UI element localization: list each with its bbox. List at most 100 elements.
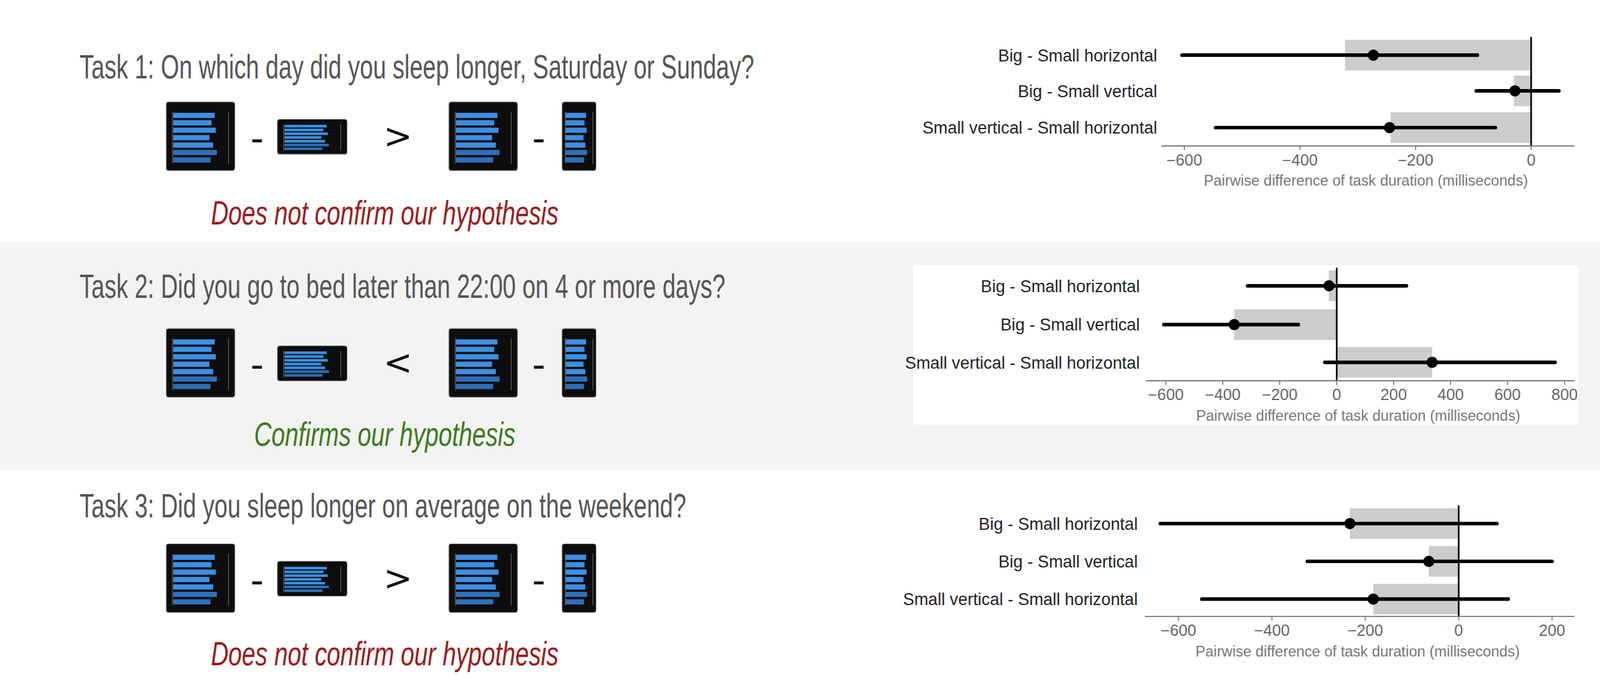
thumbnail-bar [284, 354, 324, 358]
thumbnail-axis [228, 337, 229, 390]
thumbnail-bar [565, 361, 584, 367]
tick-label: 0 [1526, 151, 1536, 169]
thumbnail-bar [284, 147, 323, 150]
x-axis [1161, 145, 1575, 147]
thumbnail-axis [172, 111, 174, 164]
thumbnail-axis [592, 111, 594, 164]
thumbnail-bar [455, 134, 493, 140]
tick-label: 800 [1551, 385, 1578, 404]
x-axis [1146, 379, 1575, 382]
thumbnail-bar [455, 376, 500, 382]
axis-label: Pairwise difference of task duration (mi… [1196, 407, 1521, 424]
thumbnail-bar [455, 149, 500, 155]
thumbnail-bar [284, 574, 328, 577]
thumbnail-axis [283, 124, 285, 151]
axis-label: Pairwise difference of task duration (mi… [1195, 643, 1520, 660]
thumbnail-bar [173, 120, 212, 126]
thumbnail-axis [172, 337, 174, 390]
thumbnail-bar [173, 599, 211, 605]
tick-label: 0 [1454, 621, 1464, 639]
hypothesis: Does not confirm our hypothesis [210, 194, 558, 232]
row-background [0, 470, 1600, 691]
category-label: Big - Small horizontal [980, 277, 1140, 296]
thumbnail-bar [173, 339, 215, 345]
task-row: Task 2: Did you go to bed later than 22:… [0, 242, 1600, 471]
thumbnail-bar [284, 128, 324, 132]
row-background [0, 0, 1600, 243]
thumbnail-bar [455, 584, 496, 590]
thumbnail [166, 328, 235, 397]
thumbnail-bar [173, 569, 216, 575]
thumbnail-axis [283, 351, 285, 378]
title-group: Task 3: Did you sleep longer on average … [79, 487, 686, 525]
thumbnail-axis [564, 337, 566, 390]
task-title: Task 2: Did you go to bed later than 22:… [79, 267, 726, 306]
tick [1222, 380, 1224, 385]
tick-label: −200 [1262, 385, 1298, 404]
tick [1530, 146, 1532, 151]
tick [1551, 616, 1553, 621]
thumbnail-axis [454, 553, 456, 606]
axis-label: Pairwise difference of task duration (mi… [1203, 172, 1528, 189]
operator: - [532, 343, 546, 387]
thumbnail-bar [284, 570, 324, 574]
point [1368, 49, 1380, 61]
thumbnail-bar [173, 383, 211, 389]
category-label: Small vertical - Small horizontal [922, 118, 1157, 138]
tick-label: 200 [1380, 385, 1407, 404]
task-title: Task 3: Did you sleep longer on average … [79, 487, 686, 525]
thumbnail-bar [565, 591, 587, 597]
error-bar [1324, 360, 1555, 365]
thumbnail-frame [562, 102, 597, 171]
tick-label: 400 [1437, 385, 1464, 404]
thumbnail [562, 544, 597, 613]
tick-label: −400 [1205, 385, 1241, 404]
thumbnail-axis [592, 337, 594, 390]
thumbnail [277, 119, 348, 154]
thumbnail-axis [340, 124, 342, 151]
thumbnail-bar [173, 561, 212, 567]
thumbnail-bar [455, 361, 493, 367]
category-label: Big - Small vertical [1000, 315, 1140, 335]
thumbnail [562, 102, 597, 171]
plot-area [1181, 36, 1559, 147]
thumbnail-bar [284, 143, 330, 147]
chart-panel [913, 265, 1579, 425]
thumbnail-bar [455, 112, 498, 118]
tick [1165, 380, 1167, 385]
thumbnail-bar [455, 383, 494, 389]
thumbnail-bar [565, 346, 585, 352]
thumbnail-bar [455, 354, 499, 360]
thumbnail-bar [455, 569, 499, 575]
tick-label: −600 [1160, 621, 1197, 639]
task-row: Task 3: Did you sleep longer on average … [0, 470, 1600, 691]
zero-line [1530, 36, 1533, 147]
thumbnail-axis [592, 553, 594, 606]
thumbnail-bar [565, 584, 585, 590]
thumbnail-bar [173, 369, 214, 375]
thumbnail-bar [173, 142, 214, 148]
thumbnail-bar [173, 149, 217, 155]
tick-label: −400 [1253, 621, 1290, 639]
category-label: Big - Small vertical [1017, 82, 1157, 101]
tick [1415, 146, 1417, 151]
thumbnail-bar [284, 581, 326, 585]
plot-area [1163, 267, 1555, 381]
thumbnail [277, 346, 348, 381]
operator: - [250, 559, 264, 602]
plot-area [1160, 505, 1553, 617]
error-bar [1201, 597, 1509, 602]
operator: - [532, 117, 546, 160]
thumbnail-bar [173, 134, 210, 140]
thumbnail-axis [454, 111, 456, 164]
hypothesis-group: Does not confirm our hypothesis [210, 635, 558, 673]
thumbnail-frame [277, 119, 348, 154]
thumbnail-bar [565, 376, 587, 382]
zero-line [1336, 267, 1338, 381]
thumbnail-bar [173, 361, 210, 367]
tick [1278, 380, 1281, 385]
tick-label: −400 [1282, 151, 1318, 169]
thumbnail-bar [173, 112, 215, 118]
thumbnail-bar [284, 124, 327, 128]
figure: Task 1: On which day did you sleep longe… [0, 0, 1600, 691]
